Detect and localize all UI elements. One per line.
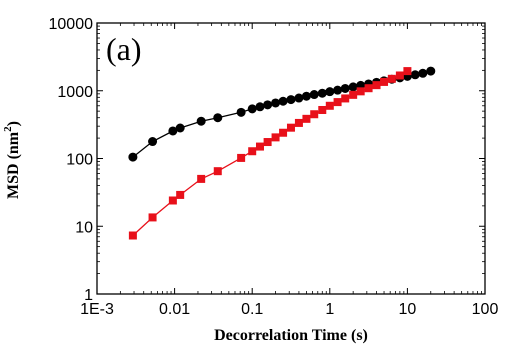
data-point-circle: [340, 83, 350, 93]
x-tick-label: 0.01: [159, 301, 190, 318]
data-point-circle: [410, 70, 420, 80]
data-point-square: [387, 74, 396, 83]
data-point-square: [395, 71, 404, 80]
data-point-square: [349, 90, 358, 99]
data-point-circle: [263, 100, 273, 110]
data-point-square: [237, 153, 246, 162]
panel-label: (a): [106, 31, 142, 67]
data-point-circle: [196, 116, 206, 126]
data-point-circle: [309, 90, 319, 100]
data-point-square: [380, 77, 389, 86]
data-point-square: [255, 142, 264, 151]
y-axis-title-superscript: 2: [2, 126, 14, 132]
data-point-square: [128, 231, 137, 240]
data-point-square: [341, 94, 350, 103]
data-point-circle: [128, 152, 138, 162]
data-point-square: [248, 147, 257, 156]
data-point-square: [213, 167, 222, 176]
data-point-square: [356, 87, 365, 96]
data-point-square: [372, 81, 381, 90]
data-point-square: [176, 190, 185, 199]
x-tick-label: 1: [325, 301, 334, 318]
y-axis-title-main: MSD (nm: [5, 131, 22, 199]
data-point-square: [271, 133, 280, 142]
y-tick-label: 10000: [49, 16, 94, 33]
data-point-circle: [271, 98, 281, 108]
plot-frame: [96, 22, 486, 295]
data-point-square: [197, 174, 206, 183]
data-point-circle: [426, 66, 436, 76]
x-tick-label: 100: [472, 301, 499, 318]
data-point-circle: [255, 102, 265, 112]
data-point-square: [148, 213, 157, 222]
data-point-circle: [348, 82, 358, 92]
data-point-square: [286, 123, 295, 132]
series-group: [128, 66, 436, 240]
data-point-circle: [175, 123, 185, 133]
data-point-circle: [213, 113, 223, 123]
y-tick-label: 100: [66, 152, 93, 169]
data-point-square: [294, 118, 303, 127]
y-axis-title: MSD (nm2): [2, 121, 22, 199]
data-point-circle: [286, 95, 296, 105]
data-point-square: [302, 114, 311, 123]
data-point-square: [263, 138, 272, 147]
y-tick-label: 1000: [57, 84, 93, 101]
y-tick-label: 10: [75, 219, 93, 236]
x-axis-title: Decorrelation Time (s): [214, 327, 368, 344]
y-axis-title-tail: ): [5, 121, 22, 126]
data-point-circle: [418, 68, 428, 78]
data-point-square: [168, 196, 177, 205]
data-point-circle: [301, 91, 311, 101]
data-point-circle: [168, 126, 178, 136]
data-point-square: [333, 98, 342, 107]
data-point-square: [279, 128, 288, 137]
data-point-circle: [294, 93, 304, 103]
data-point-circle: [333, 85, 343, 95]
data-point-square: [364, 84, 373, 93]
y-tick-label: 1: [84, 287, 93, 304]
data-point-square: [310, 110, 319, 119]
plot-frame-group: [96, 22, 486, 295]
data-point-square: [318, 105, 327, 114]
data-point-circle: [317, 88, 327, 98]
data-point-circle: [325, 87, 335, 97]
data-point-square: [325, 101, 334, 110]
series-square-line: [132, 70, 408, 236]
ticks-group: 1E-3 0.01 0.1 1 10 100 1 10 100 1000 10000: [49, 16, 499, 318]
x-tick-label: 0.1: [241, 301, 263, 318]
data-point-square: [403, 67, 412, 76]
data-point-circle: [148, 137, 158, 147]
x-tick-label: 1E-3: [80, 301, 114, 318]
data-point-circle: [236, 107, 246, 117]
x-tick-label: 10: [399, 301, 417, 318]
data-point-circle: [247, 104, 257, 114]
data-point-circle: [278, 96, 288, 106]
